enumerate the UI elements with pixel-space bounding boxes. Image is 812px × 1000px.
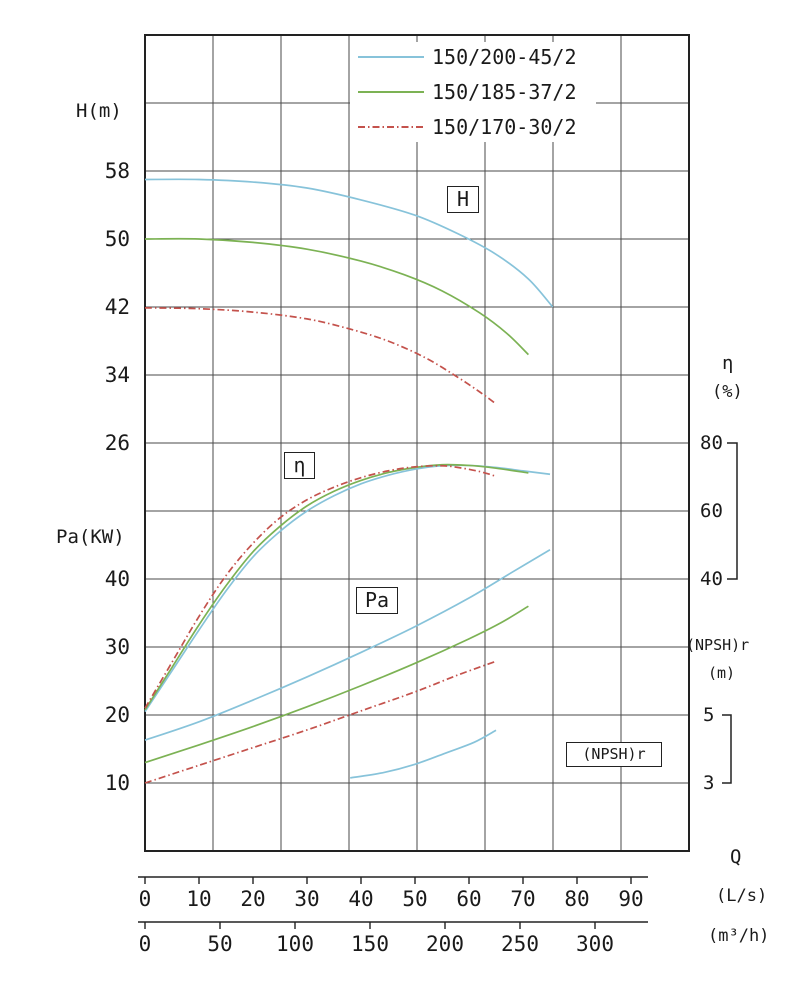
pa-tick-label: 20: [105, 703, 130, 727]
pa-tick-label: 40: [105, 567, 130, 591]
pa-tick-label: 30: [105, 635, 130, 659]
eta-tick-label: 60: [700, 500, 723, 522]
h-tick-label: 50: [105, 227, 130, 251]
x-tick-label-ls: 30: [294, 887, 319, 911]
eta-axis-unit: (%): [712, 382, 743, 402]
pa-axis-title: Pa(KW): [56, 526, 125, 548]
eta-tick-label: 80: [700, 432, 723, 454]
legend-label-150-185: 150/185-37/2: [432, 80, 577, 104]
x-tick-label-ls: 70: [510, 887, 535, 911]
plot-border: [144, 34, 690, 852]
curve-h-150-200: [144, 178, 554, 308]
h-tick-label: 42: [105, 295, 130, 319]
x-tick-label-m3h: 0: [139, 932, 152, 956]
x-tick-label-ls: 50: [402, 887, 427, 911]
npsh-curve-label: (NPSH)r: [566, 742, 662, 767]
x-tick-label-m3h: 50: [207, 932, 232, 956]
npsh-tick-label: 5: [703, 704, 714, 726]
npsh-tick-label: 3: [703, 772, 714, 794]
curve-eta-150-185: [144, 463, 529, 711]
curve-pa-150-185: [144, 605, 529, 764]
q-axis-title: Q: [730, 846, 742, 868]
x-tick-label-m3h: 200: [426, 932, 464, 956]
legend-label-150-200: 150/200-45/2: [432, 45, 577, 69]
x-tick-label-m3h: 150: [351, 932, 389, 956]
q-axis-unit-m3h: (m³/h): [708, 926, 770, 946]
curve-h-150-185: [144, 237, 529, 356]
npsh-scale-bracket: [722, 714, 732, 784]
curve-pa-150-200: [144, 549, 551, 741]
h-axis-title: H(m): [76, 100, 122, 122]
x-tick-label-ls: 40: [348, 887, 373, 911]
x-tick-label-m3h: 250: [501, 932, 539, 956]
curve-h-150-170: [144, 307, 497, 405]
x-tick-label-ls: 20: [240, 887, 265, 911]
pa-tick-label: 10: [105, 771, 130, 795]
legend-label-150-170: 150/170-30/2: [432, 115, 577, 139]
eta-curve-label: η: [284, 452, 315, 479]
curve-eta-150-170: [144, 464, 497, 709]
q-axis-unit-ls: (L/s): [716, 886, 768, 906]
pa-curve-label: Pa: [356, 587, 398, 614]
eta-scale-bracket: [727, 442, 738, 580]
curve-pa-150-170: [144, 660, 497, 784]
x-tick-label-ls: 10: [186, 887, 211, 911]
curve-npsh-150-200: [350, 729, 497, 779]
h-tick-label: 34: [105, 363, 130, 387]
curve-eta-150-200: [144, 464, 551, 713]
x-tick-label-ls: 80: [564, 887, 589, 911]
x-tick-label-ls: 60: [456, 887, 481, 911]
h-tick-label: 26: [105, 431, 130, 455]
x-tick-label-m3h: 300: [576, 932, 614, 956]
npsh-axis-name: (NPSH)r: [686, 636, 750, 654]
x-tick-label-m3h: 100: [276, 932, 314, 956]
npsh-axis-unit: (m): [708, 664, 736, 682]
h-curve-label: H: [447, 186, 479, 213]
x-tick-label-ls: 90: [618, 887, 643, 911]
x-tick-label-ls: 0: [139, 887, 152, 911]
eta-tick-label: 40: [700, 568, 723, 590]
h-tick-label: 58: [105, 159, 130, 183]
eta-axis-symbol: η: [722, 352, 734, 374]
